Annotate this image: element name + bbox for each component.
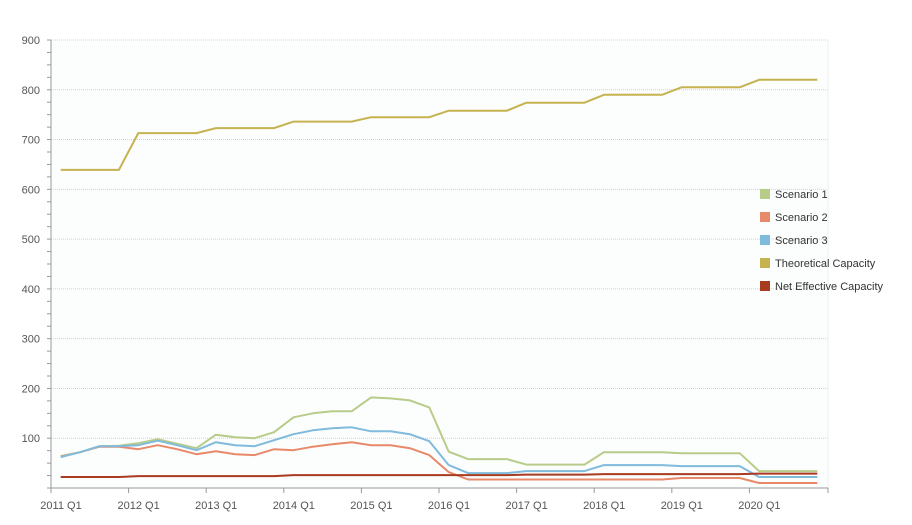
legend-swatch-theoretical-capacity xyxy=(760,258,770,268)
legend-swatch-net-effective-capacity xyxy=(760,281,770,291)
x-tick-label: 2012 Q1 xyxy=(117,500,159,512)
legend-swatch-scenario-3 xyxy=(760,235,770,245)
series-line-scenario-2 xyxy=(60,441,818,484)
x-tick-label: 2018 Q1 xyxy=(583,500,625,512)
series-line-scenario-3 xyxy=(60,426,818,478)
legend-swatch-scenario-1 xyxy=(760,189,770,199)
x-tick-label: 2020 Q1 xyxy=(738,500,780,512)
x-tick-label: 2016 Q1 xyxy=(428,500,470,512)
legend-label-scenario-1: Scenario 1 xyxy=(775,189,828,201)
y-tick-label: 900 xyxy=(22,35,40,47)
legend-label-scenario-2: Scenario 2 xyxy=(775,212,828,224)
y-tick-label: 300 xyxy=(22,334,40,346)
legend-swatch-scenario-2 xyxy=(760,212,770,222)
x-tick-label: 2015 Q1 xyxy=(350,500,392,512)
series-line-theoretical-capacity xyxy=(60,78,818,171)
y-tick-label: 500 xyxy=(22,234,40,246)
y-tick-label: 100 xyxy=(22,433,40,445)
series-line-scenario-1 xyxy=(60,396,818,473)
x-tick-label: 2011 Q1 xyxy=(40,500,81,512)
legend-label-scenario-3: Scenario 3 xyxy=(775,235,828,247)
y-tick-label: 700 xyxy=(22,135,40,147)
x-tick-label: 2014 Q1 xyxy=(273,500,315,512)
x-tick-label: 2013 Q1 xyxy=(195,500,237,512)
series-line-net-effective-capacity xyxy=(60,472,818,478)
plot-area xyxy=(51,40,828,488)
y-tick-label: 200 xyxy=(22,383,40,395)
y-tick-label: 400 xyxy=(22,284,40,296)
x-tick-label: 2019 Q1 xyxy=(661,500,703,512)
y-tick-label: 800 xyxy=(22,85,40,97)
y-tick-label: 600 xyxy=(22,184,40,196)
legend-label-theoretical-capacity: Theoretical Capacity xyxy=(775,258,876,270)
x-tick-label: 2017 Q1 xyxy=(505,500,547,512)
legend-label-net-effective-capacity: Net Effective Capacity xyxy=(775,281,884,293)
